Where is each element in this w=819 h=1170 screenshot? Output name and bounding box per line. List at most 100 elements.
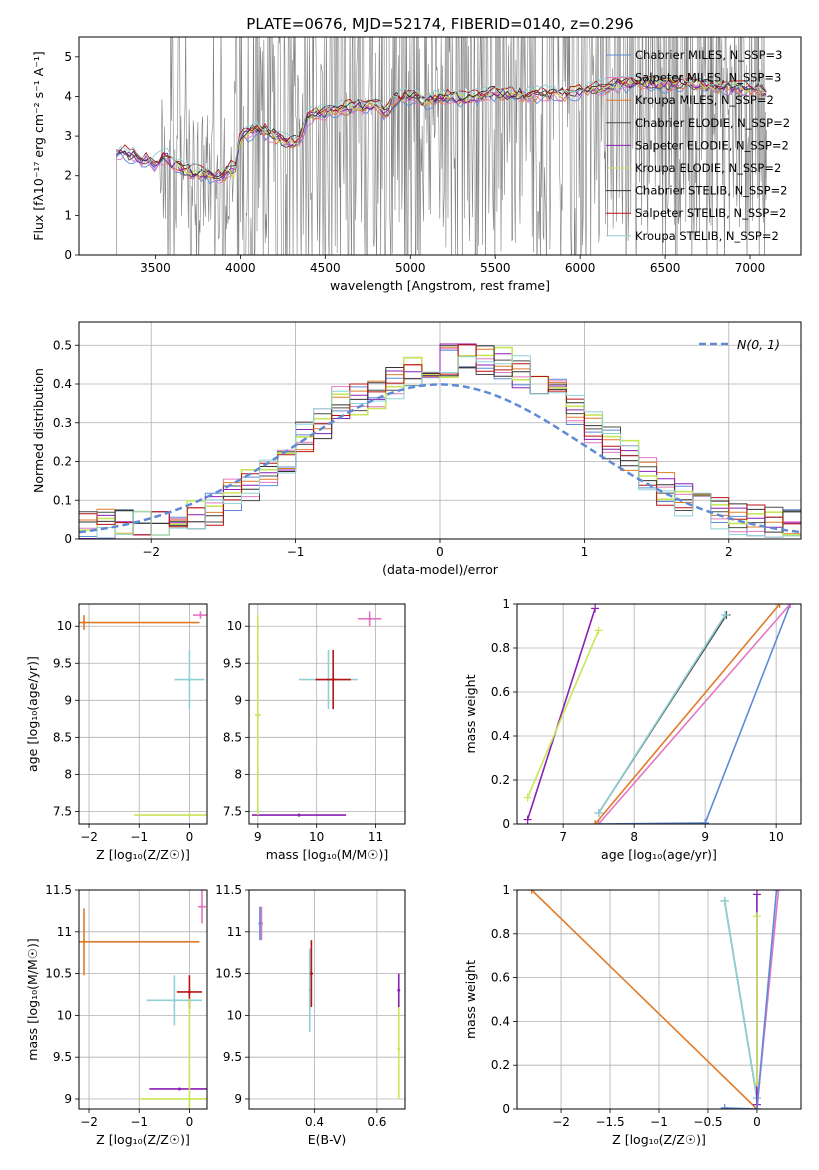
x-tick-label: 4500 — [310, 261, 341, 275]
weight-vs-metallicity-panel: −2 −1.5 −1 −0.5 0 0 0.2 0.4 0.6 0.8 1 Z [log₁₀(Z/Z☉… — [463, 883, 802, 1147]
x-tick-label: 4000 — [225, 261, 256, 275]
y-tick-label: 0.4 — [53, 377, 72, 391]
data-point — [172, 998, 176, 1002]
data-point — [82, 940, 86, 944]
x-axis-label: Z [log₁₀(Z/Z☉)] — [96, 847, 190, 862]
x-tick-label: 7000 — [735, 261, 766, 275]
x-tick-label: 0.4 — [305, 1115, 324, 1129]
model-spectrum-line — [116, 75, 767, 178]
age-vs-metallicity-panel: −2 −1 0 7.5 8 8.5 9 9.5 10 Z [log₁₀(Z/Z☉)] age [lo… — [25, 603, 208, 862]
y-tick-label: 10 — [227, 619, 242, 633]
y-tick-label: 2 — [64, 169, 72, 183]
x-tick-label: −1 — [130, 1115, 148, 1129]
mass-vs-metallicity-panel: −2 −1 0 9 9.5 10 10.5 11 11.5 Z [log₁₀(Z/Z☉)] mass… — [25, 883, 208, 1147]
y-tick-label: 0.8 — [491, 641, 510, 655]
axes-frame — [516, 889, 802, 1110]
axes-frame — [78, 889, 208, 1110]
y-tick-label: 9.5 — [223, 656, 242, 670]
x-tick-label: 8 — [630, 830, 638, 844]
y-tick-label: 8.5 — [223, 730, 242, 744]
data-point — [309, 972, 313, 976]
x-tick-label: 6000 — [565, 261, 596, 275]
y-tick-label: 7.5 — [223, 804, 242, 818]
y-tick-label: 0.2 — [53, 455, 72, 469]
x-tick-label: −1 — [130, 830, 148, 844]
x-tick-label: −1 — [650, 1115, 668, 1129]
weight-line — [724, 890, 778, 1109]
plot-area — [251, 611, 382, 817]
plot-area — [116, 37, 767, 255]
y-tick-label: 11 — [227, 925, 242, 939]
x-tick-label: 9 — [701, 830, 709, 844]
x-tick-label: 11 — [368, 830, 383, 844]
weight-line — [526, 608, 596, 820]
plot-area — [79, 343, 801, 539]
y-tick-label: 9.5 — [53, 1050, 72, 1064]
x-tick-label: −2 — [80, 1115, 98, 1129]
residual-panel: −2 −1 0 1 2 0 0.1 0.2 0.3 0.4 0.5 (data-model)/erro… — [31, 321, 802, 577]
x-tick-label: 0 — [186, 830, 194, 844]
data-point — [308, 988, 312, 992]
model-spectrum-line — [116, 80, 767, 180]
y-tick-label: 0 — [64, 532, 72, 546]
x-axis-label: E(B-V) — [308, 1132, 347, 1147]
legend-label: Chabrier MILES, N_SSP=3 — [635, 48, 782, 62]
y-tick-label: 8 — [234, 767, 242, 781]
y-tick-label: 0.2 — [491, 1058, 510, 1072]
y-tick-label: 8.5 — [53, 730, 72, 744]
weight-vs-age-panel: 7 8 9 10 0 0.2 0.4 0.6 0.8 1 age [log₁₀(age/yr)] ma… — [463, 597, 802, 862]
y-tick-label: 11 — [57, 925, 72, 939]
y-tick-label: 0.8 — [491, 927, 510, 941]
y-tick-label: 1 — [502, 597, 510, 611]
y-tick-label: 11.5 — [215, 883, 242, 897]
axes-frame — [78, 321, 802, 540]
x-tick-label: −0.5 — [693, 1115, 722, 1129]
y-axis-label: Normed distribution — [31, 368, 46, 493]
x-tick-label: −2 — [552, 1115, 570, 1129]
data-point — [177, 1087, 181, 1091]
data-point — [397, 1047, 401, 1051]
x-tick-label: 0 — [753, 1115, 761, 1129]
y-tick-label: 7.5 — [53, 804, 72, 818]
x-axis-label: mass [log₁₀(M/M☉)] — [266, 847, 388, 862]
legend-label: Kroupa MILES, N_SSP=2 — [635, 93, 774, 107]
data-point — [297, 813, 301, 817]
y-tick-label: 3 — [64, 129, 72, 143]
y-tick-label: 0.6 — [491, 685, 510, 699]
y-tick-label: 9 — [64, 1092, 72, 1106]
x-tick-label: 0 — [436, 545, 444, 559]
model-spectrum-line — [116, 74, 767, 177]
y-axis-label: age [log₁₀(age/yr)] — [25, 656, 40, 772]
x-axis-label: (data-model)/error — [382, 562, 499, 577]
data-point — [187, 990, 191, 994]
y-tick-label: 4 — [64, 89, 72, 103]
legend-label: Chabrier ELODIE, N_SSP=2 — [635, 116, 790, 130]
data-point — [397, 988, 401, 992]
model-spectrum-line — [116, 73, 767, 175]
x-axis-label: Z [log₁₀(Z/Z☉)] — [612, 1132, 706, 1147]
y-tick-label: 9 — [234, 693, 242, 707]
plot-area — [258, 906, 401, 1099]
y-axis-label: mass [log₁₀(M/M☉)] — [25, 938, 40, 1060]
histogram-step — [79, 355, 801, 539]
x-axis-label: age [log₁₀(age/yr)] — [601, 847, 717, 862]
y-tick-label: 10.5 — [45, 967, 72, 981]
data-point — [82, 621, 86, 625]
y-axis-label: Flux [fλ10⁻¹⁷ erg cm⁻² s⁻¹ A⁻¹] — [31, 51, 46, 240]
y-axis-label: mass weight — [463, 674, 478, 753]
plot-area — [79, 890, 207, 1109]
x-tick-label: 0.6 — [367, 1115, 386, 1129]
y-tick-label: 10 — [57, 1008, 72, 1022]
y-tick-label: 10.5 — [215, 967, 242, 981]
x-tick-label: 9 — [254, 830, 262, 844]
y-tick-label: 0.2 — [491, 773, 510, 787]
axes-frame — [516, 603, 802, 825]
legend-label: N(0, 1) — [737, 337, 780, 352]
y-tick-label: 9.5 — [53, 656, 72, 670]
figure-title: PLATE=0676, MJD=52174, FIBERID=0140, z=0… — [246, 15, 633, 33]
weight-line — [597, 604, 791, 824]
y-tick-label: 0.4 — [491, 1014, 510, 1028]
y-tick-label: 10 — [227, 1008, 242, 1022]
x-tick-label: −2 — [142, 545, 160, 559]
